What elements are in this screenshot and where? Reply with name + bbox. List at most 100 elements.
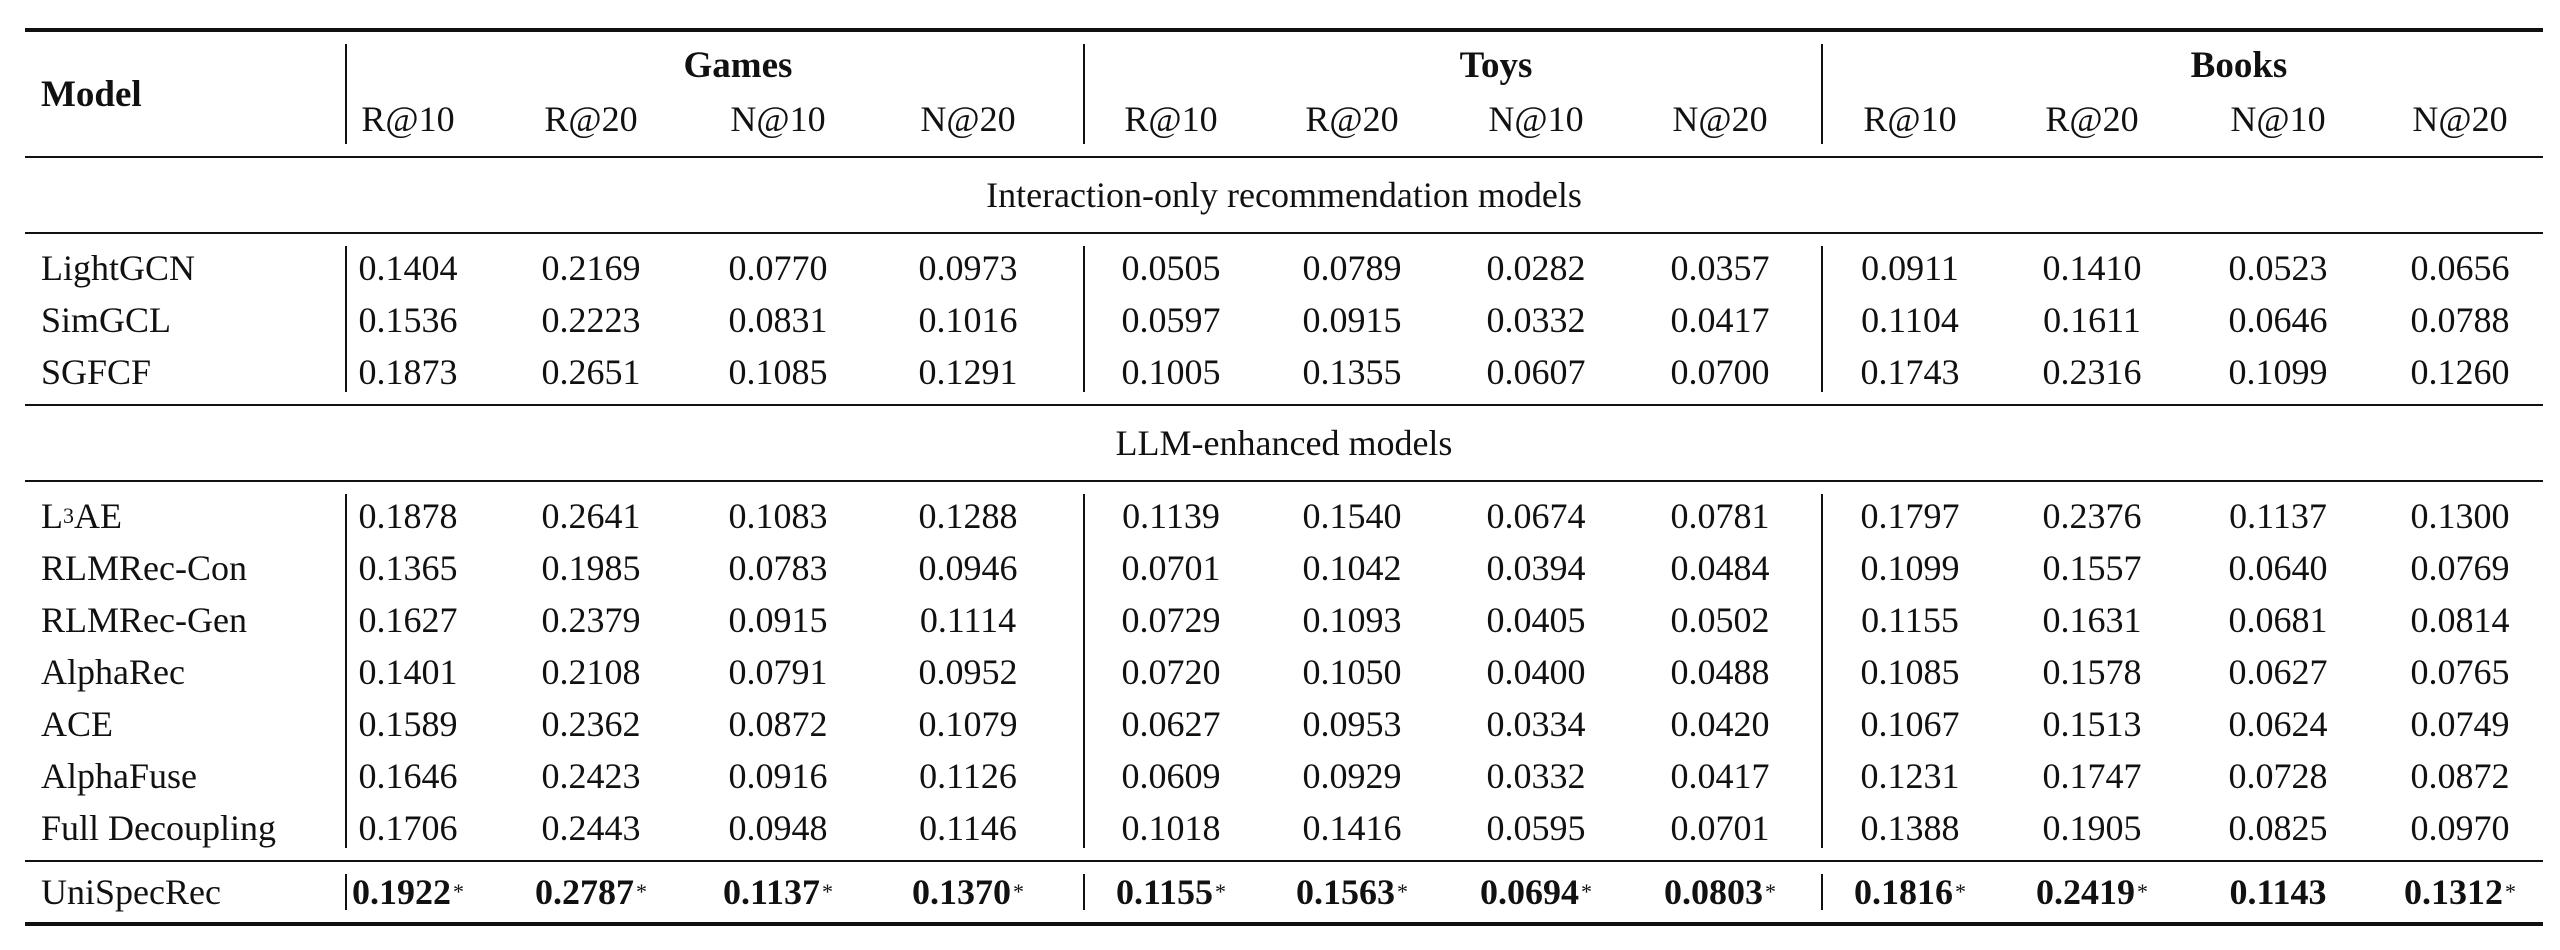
metric-value: 0.2316	[2042, 352, 2142, 392]
metric-value: 0.1099	[2228, 352, 2328, 392]
metric-value-best: 0.1155 *	[1115, 872, 1226, 912]
metric-header: R@10	[361, 99, 455, 139]
metric-value: 0.0640	[2228, 548, 2328, 588]
metric-value: 0.0765	[2410, 652, 2510, 692]
column-divider	[345, 494, 347, 848]
metric-value: 0.1589	[358, 704, 458, 744]
dataset-header-books: Books	[2190, 44, 2288, 86]
metric-value: 0.0656	[2410, 248, 2510, 288]
metric-value: 0.0484	[1670, 548, 1770, 588]
metric-value: 0.0417	[1670, 300, 1770, 340]
metric-header: R@10	[1124, 99, 1218, 139]
results-table: Model Games R@10 R@20 N@10 N@20 Toys R@10 R@20 N@…	[25, 28, 2543, 926]
metric-value: 0.0915	[1302, 300, 1402, 340]
metric-header: N@10	[2230, 99, 2326, 139]
metric-value: 0.0946	[918, 548, 1018, 588]
metric-value: 0.1631	[2042, 600, 2142, 640]
metric-value: 0.0609	[1121, 756, 1221, 796]
metric-value: 0.1388	[1860, 808, 1960, 848]
metric-value: 0.0420	[1670, 704, 1770, 744]
metric-value: 0.2443	[541, 808, 641, 848]
metric-value: 0.0791	[728, 652, 828, 692]
metric-value: 0.0332	[1486, 300, 1586, 340]
column-divider	[1083, 874, 1085, 910]
metric-value-best: 0.1370 *	[912, 872, 1024, 912]
metric-value: 0.2362	[541, 704, 641, 744]
metric-value: 0.2376	[2042, 496, 2142, 536]
metric-value: 0.0929	[1302, 756, 1402, 796]
metric-value: 0.0948	[728, 808, 828, 848]
metric-value: 0.1085	[1860, 652, 1960, 692]
metric-value: 0.1797	[1860, 496, 1960, 536]
metric-value: 0.0953	[1302, 704, 1402, 744]
column-divider	[1821, 44, 1823, 144]
metric-header: R@20	[1305, 99, 1399, 139]
metric-value-best: 0.1563 *	[1296, 872, 1408, 912]
column-divider	[1083, 494, 1085, 848]
metric-value-best: 0.1143	[2229, 872, 2327, 912]
metric-value: 0.0915	[728, 600, 828, 640]
metric-value: 0.0728	[2228, 756, 2328, 796]
metric-value: 0.0788	[2410, 300, 2510, 340]
metric-value: 0.0523	[2228, 248, 2328, 288]
metric-value: 0.0911	[1861, 248, 1959, 288]
metric-value: 0.0749	[2410, 704, 2510, 744]
metric-value: 0.1016	[918, 300, 1018, 340]
metric-value: 0.1404	[358, 248, 458, 288]
metric-value: 0.1365	[358, 548, 458, 588]
metric-value-best: 0.0694 *	[1480, 872, 1592, 912]
metric-value: 0.0825	[2228, 808, 2328, 848]
metric-value: 0.2223	[541, 300, 641, 340]
metric-value: 0.0769	[2410, 548, 2510, 588]
metric-value: 0.2651	[541, 352, 641, 392]
metric-value: 0.0872	[728, 704, 828, 744]
metric-value: 0.0282	[1486, 248, 1586, 288]
metric-value: 0.0334	[1486, 704, 1586, 744]
metric-value: 0.1985	[541, 548, 641, 588]
metric-value: 0.1646	[358, 756, 458, 796]
metric-value: 0.1401	[358, 652, 458, 692]
metric-value: 0.0952	[918, 652, 1018, 692]
metric-value: 0.1067	[1860, 704, 1960, 744]
metric-value: 0.0394	[1486, 548, 1586, 588]
section-title: Interaction-only recommendation models	[25, 156, 2543, 232]
metric-value-best: 0.1816 *	[1854, 872, 1966, 912]
metric-value: 0.1611	[2043, 300, 2141, 340]
metric-value: 0.0872	[2410, 756, 2510, 796]
model-column-header: Model	[41, 73, 142, 115]
column-divider	[1821, 874, 1823, 910]
metric-value: 0.0814	[2410, 600, 2510, 640]
metric-value: 0.0505	[1121, 248, 1221, 288]
metric-value: 0.0646	[2228, 300, 2328, 340]
metric-value: 0.2108	[541, 652, 641, 692]
metric-value: 0.1410	[2042, 248, 2142, 288]
metric-header: R@20	[544, 99, 638, 139]
metric-value-best: 0.1312 *	[2404, 872, 2516, 912]
metric-value: 0.0770	[728, 248, 828, 288]
metric-value: 0.1747	[2042, 756, 2142, 796]
metric-value: 0.1513	[2042, 704, 2142, 744]
column-divider	[1821, 494, 1823, 848]
metric-value: 0.1540	[1302, 496, 1402, 536]
metric-value: 0.1743	[1860, 352, 1960, 392]
column-divider	[1083, 246, 1085, 392]
metric-value: 0.2379	[541, 600, 641, 640]
metric-value: 0.1114	[919, 600, 1017, 640]
metric-value: 0.1905	[2042, 808, 2142, 848]
metric-value: 0.0627	[1121, 704, 1221, 744]
dataset-header-toys: Toys	[1459, 44, 1533, 86]
metric-value: 0.0681	[2228, 600, 2328, 640]
metric-value-best: 0.2787 *	[535, 872, 647, 912]
metric-header: N@10	[1488, 99, 1584, 139]
metric-value: 0.0916	[728, 756, 828, 796]
model-name: AlphaRec	[41, 652, 185, 692]
metric-value: 0.2169	[541, 248, 641, 288]
metric-value: 0.2423	[541, 756, 641, 796]
section-title: LLM-enhanced models	[25, 404, 2543, 480]
metric-value: 0.0417	[1670, 756, 1770, 796]
metric-value: 0.0789	[1302, 248, 1402, 288]
metric-value: 0.1085	[728, 352, 828, 392]
metric-value: 0.1706	[358, 808, 458, 848]
metric-value: 0.1627	[358, 600, 458, 640]
model-name: LightGCN	[41, 248, 196, 288]
